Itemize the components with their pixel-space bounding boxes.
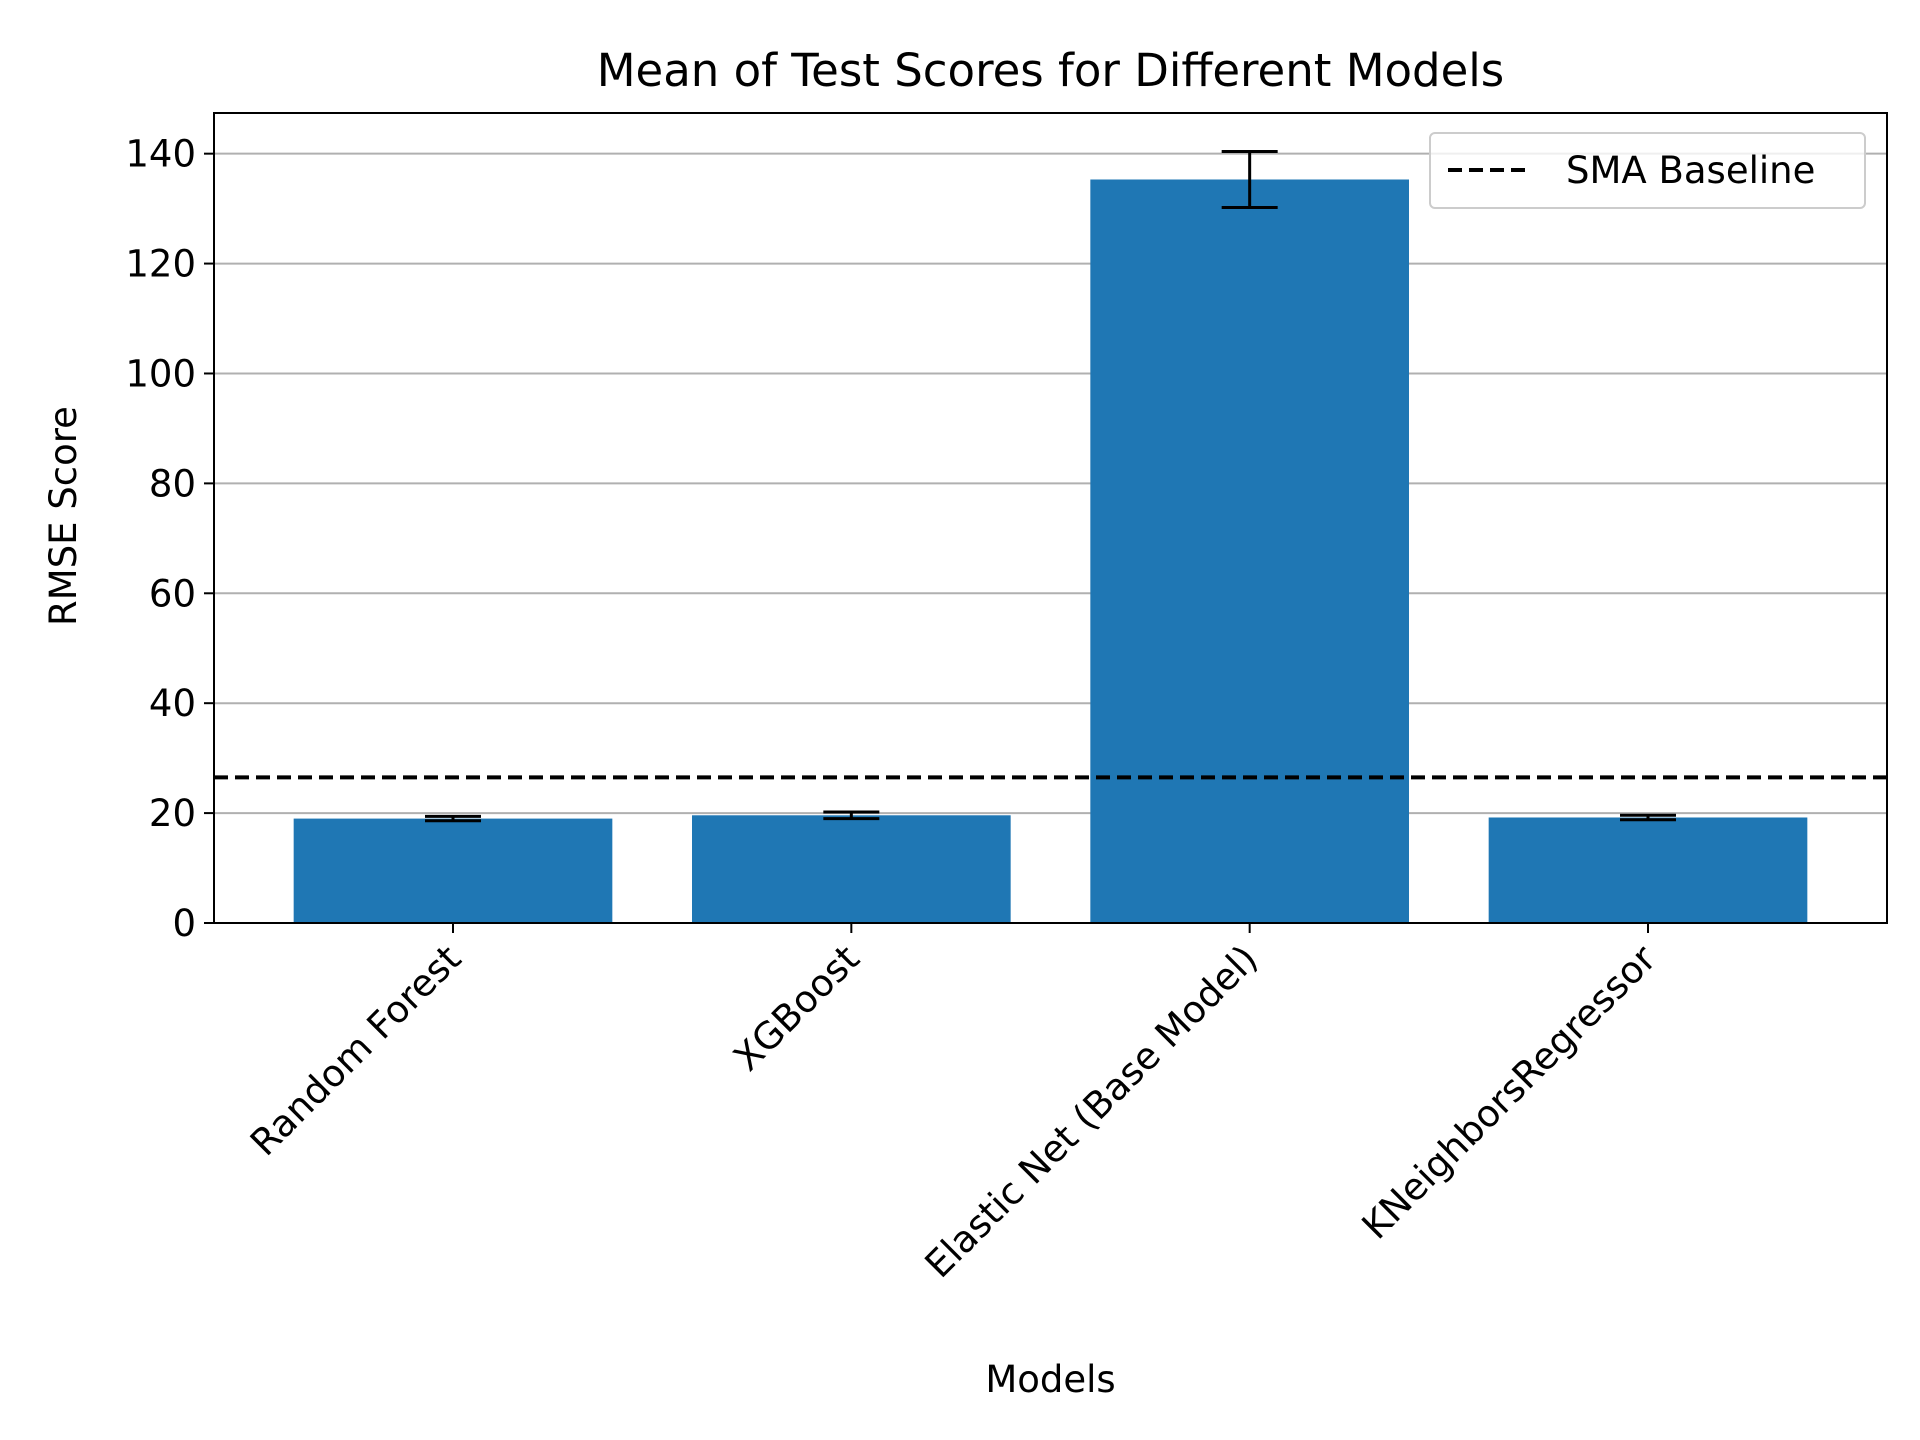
x-tick-label-elastic-net-base-model: Elastic Net (Base Model) [917, 937, 1266, 1286]
error-bar-kneighborsregressor [1620, 813, 1676, 822]
x-tick-label-xgboost: XGBoost [725, 937, 867, 1079]
legend-label-sma-baseline: SMA Baseline [1566, 149, 1815, 192]
y-tick-label: 20 [149, 792, 196, 835]
error-bar-elastic-net-base-model [1221, 149, 1278, 210]
error-bars [425, 149, 1676, 823]
x-tick-label-kneighborsregressor: KNeighborsRegressor [1354, 936, 1665, 1247]
y-tick-label: 120 [125, 243, 196, 286]
legend: SMA Baseline [1429, 132, 1866, 209]
gridlines [214, 152, 1887, 924]
x-axis-label: Models [985, 1358, 1115, 1401]
bars [293, 179, 1808, 923]
y-tick-label: 100 [125, 352, 196, 395]
legend-box [1429, 132, 1866, 209]
bar-kneighborsregressor [1488, 817, 1808, 923]
chart-title: Mean of Test Scores for Different Models [597, 44, 1505, 97]
bar-xgboost [692, 815, 1011, 923]
y-tick-label: 80 [149, 462, 196, 505]
error-bar-random-forest [425, 814, 481, 823]
bar-random-forest [293, 818, 613, 923]
y-axis-label: RMSE Score [42, 406, 85, 626]
y-tick-label: 40 [149, 682, 196, 725]
x-tick-label-random-forest: Random Forest [242, 937, 469, 1164]
y-axis-ticks: 0 20 40 60 80 100 120 140 [125, 133, 214, 945]
y-tick-label: 60 [149, 572, 196, 615]
axes-frame [213, 112, 1888, 924]
x-axis-ticks: Random Forest XGBoost Elastic Net (Base Mo… [242, 923, 1665, 1286]
bar-elastic-net-base-model [1090, 179, 1409, 923]
y-tick-label: 0 [172, 902, 196, 945]
error-bar-xgboost [823, 810, 880, 821]
y-tick-label: 140 [125, 133, 196, 176]
